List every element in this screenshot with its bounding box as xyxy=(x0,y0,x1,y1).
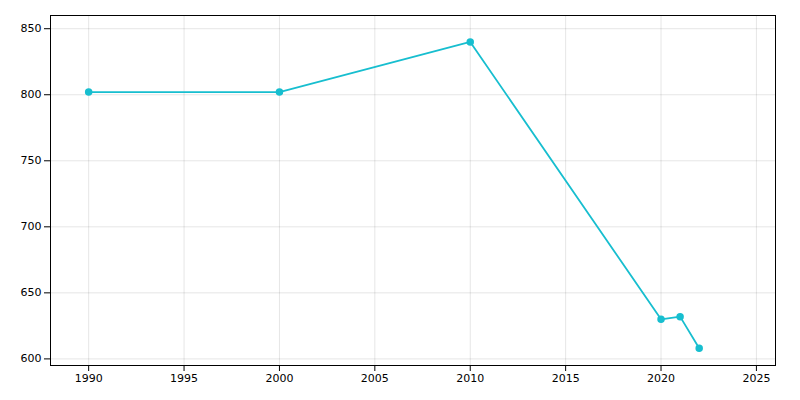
svg-text:2025: 2025 xyxy=(742,372,770,385)
svg-text:750: 750 xyxy=(21,154,42,167)
svg-text:2010: 2010 xyxy=(456,372,484,385)
svg-text:1990: 1990 xyxy=(75,372,103,385)
svg-text:700: 700 xyxy=(21,220,42,233)
svg-text:650: 650 xyxy=(21,286,42,299)
svg-text:850: 850 xyxy=(21,22,42,35)
svg-text:2020: 2020 xyxy=(647,372,675,385)
svg-text:2000: 2000 xyxy=(265,372,293,385)
svg-text:1995: 1995 xyxy=(170,372,198,385)
svg-text:2005: 2005 xyxy=(361,372,389,385)
svg-text:800: 800 xyxy=(21,88,42,101)
svg-text:600: 600 xyxy=(21,352,42,365)
svg-text:2015: 2015 xyxy=(552,372,580,385)
